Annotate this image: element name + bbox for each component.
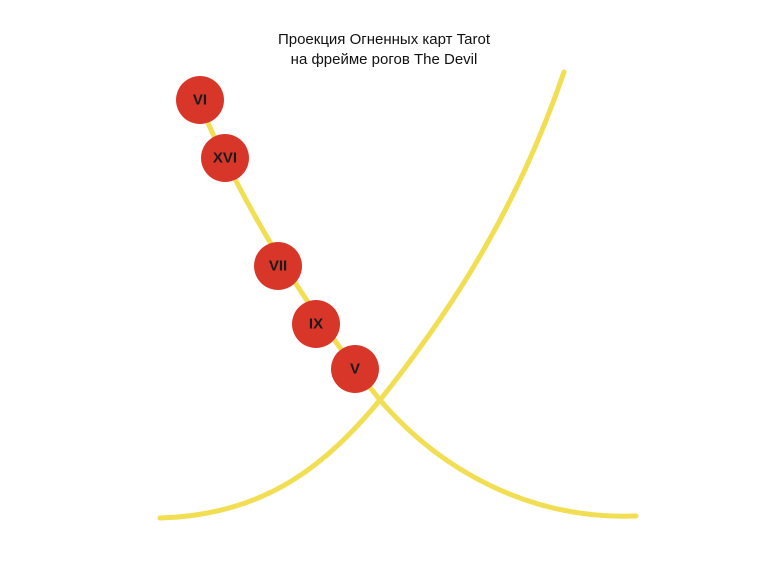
node-vi: VI <box>176 76 224 124</box>
title-line-1: Проекция Огненных карт Tarot <box>277 31 491 48</box>
title-line-2: на фрейме рогов The Devil <box>290 51 478 68</box>
node-xvi-circle <box>201 134 249 182</box>
node-vii-label: VII <box>269 258 287 275</box>
node-vii: VII <box>254 242 302 290</box>
node-v-circle <box>331 345 379 393</box>
node-vi-label: VI <box>193 92 207 109</box>
node-vii-circle <box>254 242 302 290</box>
node-v-label: V <box>350 361 360 378</box>
node-ix-circle <box>292 300 340 348</box>
node-xvi-label: XVI <box>213 150 237 167</box>
left-horn-curve <box>195 97 639 519</box>
right-horn-curve <box>157 69 567 521</box>
node-xvi: XVI <box>201 134 249 182</box>
node-ix-label: IX <box>309 316 323 333</box>
node-vi-circle <box>176 76 224 124</box>
diagram-title: Проекция Огненных карт Tarot на фрейме р… <box>0 30 768 70</box>
node-v: V <box>331 345 379 393</box>
node-ix: IX <box>292 300 340 348</box>
